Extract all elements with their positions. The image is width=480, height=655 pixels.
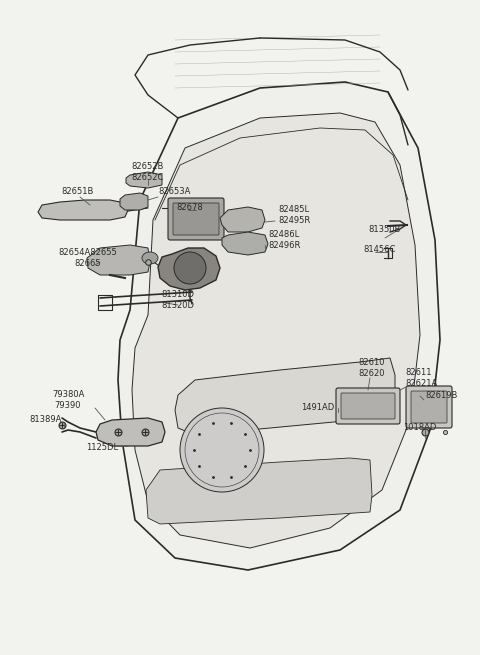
- Text: 82619B: 82619B: [425, 390, 457, 400]
- Text: 82485L
82495R: 82485L 82495R: [278, 205, 310, 225]
- Text: 82652B
82652C: 82652B 82652C: [132, 162, 164, 181]
- Text: 82610
82620: 82610 82620: [359, 358, 385, 378]
- Text: 1018AD: 1018AD: [403, 424, 437, 432]
- FancyBboxPatch shape: [173, 203, 219, 235]
- FancyBboxPatch shape: [411, 391, 447, 423]
- FancyBboxPatch shape: [336, 388, 400, 424]
- FancyBboxPatch shape: [406, 386, 452, 428]
- Polygon shape: [132, 113, 420, 548]
- Text: 81350B: 81350B: [369, 225, 401, 234]
- FancyBboxPatch shape: [341, 393, 395, 419]
- Polygon shape: [38, 200, 128, 220]
- Polygon shape: [120, 193, 148, 210]
- FancyBboxPatch shape: [168, 198, 224, 240]
- Polygon shape: [96, 418, 165, 446]
- Text: 79380A
79390: 79380A 79390: [52, 390, 84, 409]
- Text: 82653A: 82653A: [158, 187, 191, 196]
- Text: 82486L
82496R: 82486L 82496R: [268, 231, 300, 250]
- Polygon shape: [146, 458, 372, 524]
- Text: 1491AD: 1491AD: [301, 403, 335, 413]
- Text: 82654A82655
82665: 82654A82655 82665: [59, 248, 118, 268]
- Text: 81310D
81320D: 81310D 81320D: [161, 290, 194, 310]
- Polygon shape: [158, 248, 220, 290]
- Polygon shape: [175, 358, 395, 435]
- Polygon shape: [118, 82, 440, 570]
- Circle shape: [174, 252, 206, 284]
- Polygon shape: [220, 207, 265, 232]
- Text: 81389A: 81389A: [30, 415, 62, 424]
- Polygon shape: [87, 245, 150, 275]
- Polygon shape: [222, 232, 268, 255]
- Text: 82611
82621A: 82611 82621A: [405, 368, 437, 388]
- Text: 82651B: 82651B: [62, 187, 94, 196]
- Polygon shape: [126, 172, 162, 188]
- Text: 82678: 82678: [176, 202, 203, 212]
- Ellipse shape: [142, 252, 158, 264]
- Circle shape: [180, 408, 264, 492]
- Text: 81456C: 81456C: [364, 246, 396, 255]
- Text: 1125DL: 1125DL: [86, 443, 118, 453]
